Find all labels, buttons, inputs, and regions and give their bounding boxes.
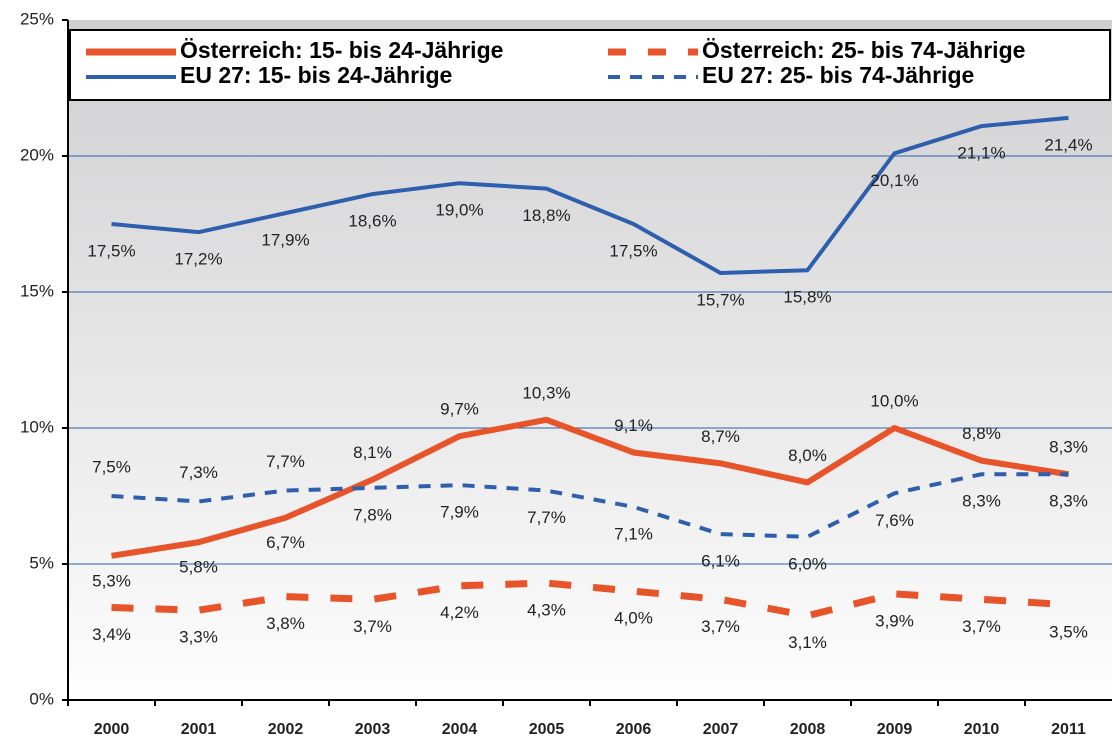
data-label: 7,7%: [527, 508, 566, 527]
series-line: [111, 472, 1069, 539]
data-label: 7,1%: [614, 524, 653, 543]
data-label: 7,8%: [353, 505, 392, 524]
x-tick-label: 2007: [703, 721, 739, 738]
data-label: 15,7%: [696, 290, 744, 309]
y-tick-label: 0%: [29, 689, 54, 708]
y-tick-label: 5%: [29, 553, 54, 572]
data-label: 19,0%: [435, 201, 483, 220]
data-label: 4,3%: [527, 601, 566, 620]
data-label: 8,3%: [1049, 492, 1088, 511]
data-label: 5,3%: [92, 571, 131, 590]
data-label: 3,7%: [701, 617, 740, 636]
data-label: 21,4%: [1044, 135, 1092, 154]
x-tick-label: 2006: [616, 721, 652, 738]
data-label: 10,0%: [870, 391, 918, 410]
x-tick-label: 2009: [877, 721, 913, 738]
y-tick-label: 15%: [20, 281, 54, 300]
x-tick-label: 2003: [355, 721, 391, 738]
x-tick-label: 2001: [181, 721, 217, 738]
x-tick-label: 2011: [1051, 721, 1086, 738]
data-label: 8,8%: [962, 424, 1001, 443]
y-tick-label: 25%: [20, 9, 54, 28]
data-label: 15,8%: [783, 288, 831, 307]
x-tick-label: 2002: [268, 721, 304, 738]
data-label: 3,7%: [962, 617, 1001, 636]
data-label: 17,5%: [609, 241, 657, 260]
series-line: [111, 579, 1069, 620]
data-label: 7,9%: [440, 503, 479, 522]
data-label: 17,5%: [87, 241, 135, 260]
y-tick-label: 10%: [20, 417, 54, 436]
data-label: 3,5%: [1049, 622, 1088, 641]
legend-box: [69, 29, 1111, 101]
y-tick-label: 20%: [20, 145, 54, 164]
data-label: 6,7%: [266, 533, 305, 552]
data-label: 17,9%: [261, 231, 309, 250]
series-line: [111, 416, 1069, 559]
data-label: 9,1%: [614, 416, 653, 435]
data-label: 3,4%: [92, 625, 131, 644]
data-label: 20,1%: [870, 171, 918, 190]
data-label: 4,2%: [440, 603, 479, 622]
data-label: 18,6%: [348, 212, 396, 231]
x-tick-label: 2004: [442, 721, 478, 738]
legend-label: EU 27: 15- bis 24-Jährige: [180, 62, 452, 88]
x-tick-label: 2010: [964, 721, 1000, 738]
data-label: 18,8%: [522, 206, 570, 225]
series-line: [111, 115, 1069, 275]
data-label: 3,1%: [788, 633, 827, 652]
data-label: 7,3%: [179, 463, 218, 482]
data-label: 3,3%: [179, 628, 218, 647]
data-label: 8,0%: [788, 446, 827, 465]
data-label: 6,1%: [701, 552, 740, 571]
legend-label: Österreich: 25- bis 74-Jährige: [702, 37, 1025, 63]
data-label: 4,0%: [614, 609, 653, 628]
plot-area: [68, 20, 1112, 700]
data-label: 7,5%: [92, 457, 131, 476]
data-label: 8,3%: [1049, 438, 1088, 457]
data-label: 9,7%: [440, 400, 479, 419]
data-label: 17,2%: [174, 250, 222, 269]
data-label: 6,0%: [788, 554, 827, 573]
legend-label: EU 27: 25- bis 74-Jährige: [702, 62, 974, 88]
data-label: 7,6%: [875, 511, 914, 530]
data-label: 3,7%: [353, 617, 392, 636]
x-tick-label: 2005: [529, 721, 565, 738]
data-label: 5,8%: [179, 558, 218, 577]
legend-label: Österreich: 15- bis 24-Jährige: [180, 37, 503, 63]
data-label: 3,8%: [266, 614, 305, 633]
data-label: 8,3%: [962, 492, 1001, 511]
data-label: 3,9%: [875, 611, 914, 630]
data-label: 8,7%: [701, 427, 740, 446]
data-label: 10,3%: [522, 383, 570, 402]
data-label: 21,1%: [957, 144, 1005, 163]
data-label: 7,7%: [266, 452, 305, 471]
x-tick-label: 2008: [790, 721, 826, 738]
x-tick-label: 2000: [94, 721, 130, 738]
data-label: 8,1%: [353, 443, 392, 462]
